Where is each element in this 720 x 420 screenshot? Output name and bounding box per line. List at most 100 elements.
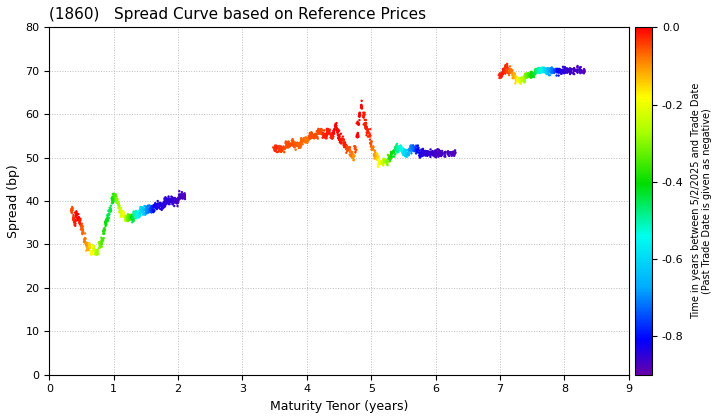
Point xyxy=(99,227,111,234)
Point xyxy=(531,69,542,76)
Point xyxy=(269,146,281,153)
Point xyxy=(81,244,93,251)
Point xyxy=(135,209,146,215)
Point xyxy=(444,152,455,159)
Point xyxy=(298,136,310,143)
Point xyxy=(529,71,541,78)
Point xyxy=(146,207,158,214)
Point xyxy=(132,212,144,218)
Point xyxy=(158,203,170,210)
Point xyxy=(420,150,432,157)
Point xyxy=(343,144,354,151)
Point xyxy=(135,210,146,217)
Point xyxy=(179,193,190,199)
Point xyxy=(544,66,556,73)
Point xyxy=(283,139,294,145)
Point xyxy=(338,139,350,146)
Point xyxy=(131,208,143,215)
Point xyxy=(111,197,122,204)
Point xyxy=(543,68,554,75)
Point xyxy=(426,151,438,158)
Point xyxy=(371,156,382,163)
Point xyxy=(139,206,150,213)
Point xyxy=(282,140,294,147)
Point xyxy=(539,66,550,73)
Point xyxy=(140,208,152,215)
Point xyxy=(158,200,169,207)
Point xyxy=(344,146,356,152)
Point xyxy=(536,66,548,72)
Point xyxy=(68,217,80,224)
Point xyxy=(330,122,342,129)
Point xyxy=(523,70,534,77)
Point xyxy=(436,151,447,158)
Point xyxy=(508,75,519,81)
Point xyxy=(110,199,122,206)
Point xyxy=(85,251,96,257)
Point xyxy=(328,129,340,135)
Point xyxy=(133,210,145,216)
Point xyxy=(323,130,334,136)
Point xyxy=(81,239,92,246)
Point xyxy=(397,152,409,158)
Point xyxy=(319,131,330,137)
Point xyxy=(310,131,322,138)
Point xyxy=(404,148,415,155)
Point xyxy=(548,68,559,75)
Point xyxy=(301,137,312,144)
Point xyxy=(132,210,144,216)
Point xyxy=(429,148,441,155)
Point xyxy=(140,205,152,212)
Point xyxy=(161,196,173,202)
Point xyxy=(365,140,377,147)
Point xyxy=(418,147,429,154)
Point xyxy=(528,72,539,79)
Point xyxy=(556,70,567,77)
Point xyxy=(118,209,130,215)
Point xyxy=(107,200,118,206)
Point xyxy=(496,71,508,78)
Point xyxy=(382,161,393,168)
Point xyxy=(543,68,554,75)
Point xyxy=(167,200,179,206)
Point xyxy=(358,114,369,121)
Point xyxy=(292,142,303,149)
Point xyxy=(532,67,544,74)
Point xyxy=(130,213,141,219)
Point xyxy=(535,66,546,73)
Point xyxy=(402,152,413,158)
Point xyxy=(307,132,319,139)
Point xyxy=(362,129,374,135)
Point xyxy=(159,200,171,206)
Point xyxy=(177,194,189,201)
Point xyxy=(564,67,576,74)
Point xyxy=(176,194,188,201)
Point xyxy=(374,158,386,165)
Point xyxy=(79,230,91,237)
Point xyxy=(385,149,397,155)
Point xyxy=(536,66,547,73)
Point xyxy=(296,137,307,144)
Point xyxy=(546,69,558,76)
Point xyxy=(439,150,451,156)
Point xyxy=(125,215,136,222)
Point xyxy=(120,216,131,223)
Point xyxy=(321,128,333,134)
Point xyxy=(384,154,395,161)
Point xyxy=(562,65,573,72)
Point xyxy=(76,220,88,227)
Point xyxy=(135,210,146,217)
Point xyxy=(448,150,459,157)
Point xyxy=(103,211,114,218)
Point xyxy=(161,199,173,205)
Point xyxy=(494,72,505,79)
Point xyxy=(270,146,282,152)
Point xyxy=(536,68,547,75)
Point xyxy=(168,197,179,203)
Point xyxy=(445,149,456,155)
Point xyxy=(320,132,332,139)
Point xyxy=(152,200,163,207)
Point xyxy=(502,69,513,76)
Point xyxy=(552,67,563,74)
Point xyxy=(138,207,149,214)
